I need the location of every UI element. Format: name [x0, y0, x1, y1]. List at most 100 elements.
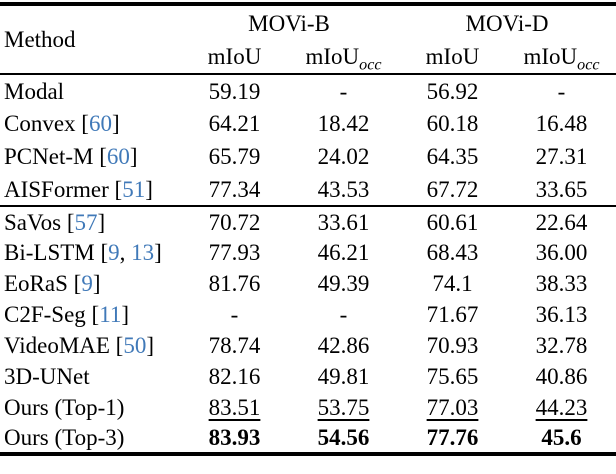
value-cell: 83.51 — [180, 392, 289, 423]
method-label: Bi-LSTM [ — [4, 240, 109, 265]
value-text: 60.18 — [426, 111, 479, 136]
value-cell: 27.31 — [507, 140, 616, 173]
column-header-label: mIoU — [425, 44, 480, 69]
method-label: Convex [ — [4, 111, 89, 136]
method-cell: Convex [60] — [0, 107, 180, 140]
table-row: C2F-Seg [11] - - 71.67 36.13 — [0, 299, 616, 330]
value-cell: 60.18 — [398, 107, 507, 140]
table-section-0: Modal 59.19-56.92- Convex [60] 64.21 18.42 60… — [0, 74, 616, 206]
value-cell: 77.93 — [180, 237, 289, 268]
method-cell: SaVos [57] — [0, 206, 180, 237]
value-text: 40.86 — [535, 364, 588, 389]
value-text: 33.61 — [317, 209, 370, 235]
citation-link[interactable]: 60 — [106, 144, 130, 169]
method-cell: EoRaS [9] — [0, 268, 180, 299]
method-label: ] — [145, 176, 153, 202]
value-text: 53.75 — [317, 395, 370, 420]
value-text: 70.93 — [426, 333, 479, 358]
value-text: 22.64 — [535, 209, 588, 235]
method-cell: Modal — [0, 74, 180, 107]
value-text: 78.74 — [208, 333, 261, 358]
value-text: 71.67 — [426, 302, 479, 327]
results-table: Method MOVi-B MOVi-D mIoU mIoUocc mIoU m… — [0, 2, 616, 456]
column-header-subscript: occ — [577, 56, 600, 74]
value-cell: 77.03 — [398, 392, 507, 423]
value-text: 36.00 — [535, 240, 588, 265]
value-text: 16.48 — [535, 111, 588, 136]
citation-link[interactable]: 9 — [108, 240, 120, 265]
column-header-miou-d: mIoU — [398, 40, 507, 74]
column-header-method: Method — [4, 27, 76, 52]
method-label: ] — [111, 111, 120, 136]
value-cell: 60.61 — [398, 206, 507, 237]
method-cell: 3D-UNet — [0, 361, 180, 392]
value-text: - — [230, 302, 239, 327]
group-header-row: Method MOVi-B MOVi-D — [0, 4, 616, 52]
value-cell: 82.16 — [180, 361, 289, 392]
citation-link[interactable]: 13 — [131, 240, 155, 265]
value-cell: 64.35 — [398, 140, 507, 173]
method-label: PCNet-M [ — [4, 144, 107, 169]
value-text: - — [339, 302, 348, 327]
column-header-subscript: occ — [359, 56, 382, 74]
value-text: 56.92 — [426, 78, 479, 104]
value-text: 65.79 — [208, 144, 261, 169]
value-text: 24.02 — [317, 144, 370, 169]
value-cell: 70.93 — [398, 330, 507, 361]
method-cell: PCNet-M [60] — [0, 140, 180, 173]
method-label: SaVos [ — [4, 209, 75, 235]
value-text: 81.76 — [208, 271, 261, 296]
value-text: 74.1 — [432, 271, 473, 296]
value-text: 45.6 — [541, 425, 582, 450]
value-cell: 68.43 — [398, 237, 507, 268]
method-label: ] — [97, 209, 106, 235]
value-text: 33.65 — [535, 176, 588, 202]
method-label: 3D-UNet — [4, 364, 90, 389]
table-row: AISFormer [51] 77.34 43.53 67.72 33.65 — [0, 173, 616, 206]
value-text: 42.86 — [317, 333, 370, 358]
value-cell: 42.86 — [289, 330, 398, 361]
method-cell: AISFormer [51] — [0, 173, 180, 206]
value-cell: 78.74 — [180, 330, 289, 361]
value-cell: 81.76 — [180, 268, 289, 299]
value-cell: 70.72 — [180, 206, 289, 237]
citation-link[interactable]: 9 — [81, 271, 93, 296]
value-cell: 77.34 — [180, 173, 289, 206]
value-cell: 38.33 — [507, 268, 616, 299]
column-header-miou-occ-d: mIoUocc — [507, 40, 616, 74]
value-cell: 77.76 — [398, 423, 507, 454]
group-header-movi-b: MOVi-B — [248, 10, 330, 36]
citation-link[interactable]: 60 — [88, 111, 112, 136]
value-cell: 45.6 — [507, 423, 616, 454]
value-cell: 67.72 — [398, 173, 507, 206]
value-cell: 49.39 — [289, 268, 398, 299]
citation-link[interactable]: 50 — [123, 333, 147, 358]
method-cell: Ours (Top-1) — [0, 392, 180, 423]
citation-link[interactable]: 57 — [74, 209, 98, 235]
value-cell: 75.65 — [398, 361, 507, 392]
value-text: - — [339, 78, 348, 104]
value-cell: - — [289, 299, 398, 330]
method-label: Ours (Top-1) — [4, 395, 125, 420]
citation-link[interactable]: 51 — [122, 176, 146, 202]
table-row: EoRaS [9] 81.76 49.39 74.1 38.33 — [0, 268, 616, 299]
value-text: 83.51 — [208, 395, 261, 420]
method-label: EoRaS [ — [4, 271, 82, 296]
method-label: Modal — [4, 78, 65, 104]
value-text: 49.39 — [317, 271, 370, 296]
value-cell: - — [180, 299, 289, 330]
method-label: ] — [92, 271, 101, 296]
value-cell: 32.78 — [507, 330, 616, 361]
value-text: 59.19 — [208, 78, 261, 104]
value-text: 83.93 — [208, 425, 261, 450]
method-cell: Bi-LSTM [9, 13] — [0, 237, 180, 268]
value-text: 32.78 — [535, 333, 588, 358]
method-label: ] — [129, 144, 138, 169]
table-row: Modal 59.19 - 56.92 - — [0, 74, 616, 107]
value-cell: 59.19 — [180, 74, 289, 107]
citation-link[interactable]: 11 — [99, 302, 122, 327]
table-row: Bi-LSTM [9, 13] 77.93 46.21 68.43 36.00 — [0, 237, 616, 268]
value-cell: 40.86 — [507, 361, 616, 392]
value-cell: 56.92 — [398, 74, 507, 107]
